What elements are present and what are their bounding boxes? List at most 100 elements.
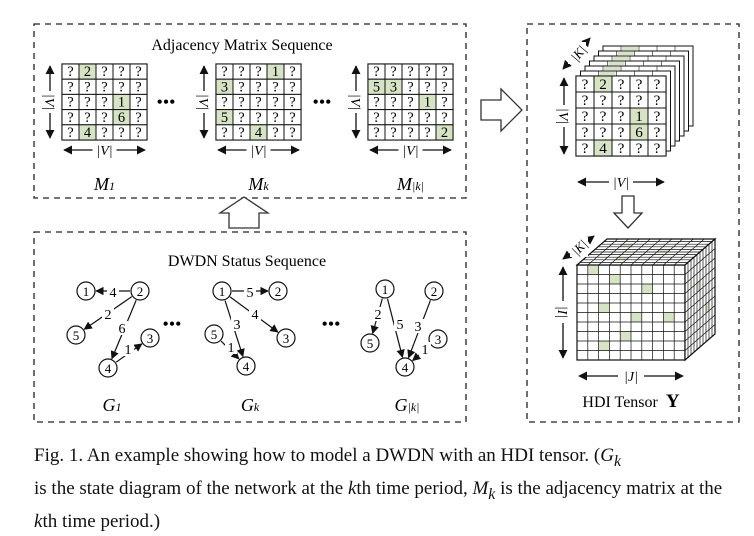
matrix-cell-value: ? xyxy=(118,79,124,95)
stack-front-cell-value: ? xyxy=(654,108,661,125)
stack-front-cell-value: 1 xyxy=(635,108,643,125)
matrix-cell-value: 3 xyxy=(390,79,397,95)
stack-highlight xyxy=(613,57,629,60)
graph-node-label: 4 xyxy=(105,361,112,376)
matrix-cell-value: ? xyxy=(221,125,227,141)
edge-weight-label: 3 xyxy=(234,318,241,333)
matrix-cell-value: ? xyxy=(135,95,141,111)
matrix-cell-value: ? xyxy=(101,95,107,111)
graph-node xyxy=(66,325,86,345)
graph-node xyxy=(395,357,415,377)
edge-weight-label: 2 xyxy=(105,308,112,323)
col-label-bg xyxy=(398,142,423,158)
cube-side-gridline xyxy=(684,305,716,332)
stack-highlight xyxy=(622,47,638,50)
stack-col-label: |V| xyxy=(613,176,629,191)
graph-node xyxy=(375,279,395,299)
edge-weight-label: 2 xyxy=(375,308,382,323)
matrix-cell-value: ? xyxy=(67,110,73,126)
caption-part-5: th time period.) xyxy=(42,510,161,532)
cube-front-highlight xyxy=(631,312,642,322)
cube-j-label-bg xyxy=(618,368,644,384)
matrix-cell-value: ? xyxy=(272,110,278,126)
matrix-cell-value: ? xyxy=(135,110,141,126)
adjacency-title: Adjacency Matrix Sequence xyxy=(151,37,332,54)
stack-front-cell-value: ? xyxy=(618,108,625,125)
graph-node xyxy=(360,333,380,353)
down-hollow-arrow xyxy=(612,195,644,229)
matrix-cell-value: ? xyxy=(373,125,379,141)
matrix-cell-value: ? xyxy=(424,125,430,141)
row-label-bg xyxy=(196,91,212,113)
col-label-bg xyxy=(92,142,117,158)
stack-col-label-bg xyxy=(609,174,633,190)
cube-top-gridline xyxy=(641,238,673,266)
row-size-label: |V| xyxy=(347,94,362,110)
edge-weight-label: 5 xyxy=(247,286,254,301)
matrix-cell-value: 1 xyxy=(424,95,431,111)
graph-node xyxy=(76,281,96,301)
edge-weight-label: 3 xyxy=(415,320,422,335)
row-size-label: |V| xyxy=(195,94,210,110)
matrix-cell-value: ? xyxy=(441,110,447,126)
graph-label: G1 xyxy=(103,395,122,415)
matrix-label-main: M xyxy=(247,174,264,194)
edge-weight-label: 6 xyxy=(119,322,126,337)
matrix-label-sub: k xyxy=(263,179,269,193)
matrix-cell-value: ? xyxy=(441,95,447,111)
stack-front-cell-value: 4 xyxy=(599,140,607,157)
adjacency-matrix: ???? ?5 3?????? 1?????????? 2|V||V|M|k| xyxy=(347,63,454,194)
col-size-label: |V| xyxy=(250,144,266,159)
matrix-cell xyxy=(435,124,454,141)
stack-highlight xyxy=(599,72,616,75)
matrix-cell-value: 1 xyxy=(272,64,279,80)
matrix-ellipsis: ••• xyxy=(157,92,176,112)
tensor-panel xyxy=(526,23,740,423)
graph-node-label: 2 xyxy=(431,284,438,299)
matrix-cell-value: 3 xyxy=(221,79,228,95)
edge-weight-label: 1 xyxy=(228,341,235,356)
edge-weight-label: 4 xyxy=(110,286,117,301)
matrix-cell-value: ? xyxy=(135,125,141,141)
matrix-cell-value: ? xyxy=(67,125,73,141)
graph-node-label: 5 xyxy=(73,328,80,343)
matrix-label-sub: 1 xyxy=(109,179,115,193)
edge-weight-bg xyxy=(225,340,237,354)
cube-side-highlight xyxy=(697,280,700,293)
stack-front-cell-value: ? xyxy=(582,124,589,141)
tensor-slice-stack: ? 2??????????? 1???? 6?? 4?? ?|V||V||K| xyxy=(555,37,694,191)
cube-side-highlight xyxy=(706,301,709,314)
edge-weight-bg xyxy=(122,342,134,356)
matrix-cell-value: ? xyxy=(255,110,261,126)
matrix-label-sub: |k| xyxy=(412,179,424,193)
matrix-cell-value: ? xyxy=(101,110,107,126)
matrix-cell-value: 4 xyxy=(84,125,91,141)
matrix-cell-value: ? xyxy=(84,95,90,111)
matrix-cell-value: ? xyxy=(373,95,379,111)
caption-part-4: is the adjacency matrix at the xyxy=(495,477,723,499)
col-label-bg xyxy=(246,142,271,158)
caption-k2: k xyxy=(347,477,357,499)
matrix-cell-value: ? xyxy=(424,79,430,95)
caption-g: G xyxy=(600,445,614,466)
edge-weight-label: 4 xyxy=(252,308,259,323)
matrix-cell-value: ? xyxy=(238,125,244,141)
matrix-cell-value: 1 xyxy=(118,95,125,111)
graph-node-label: 1 xyxy=(219,284,226,299)
caption-k3: k xyxy=(488,485,496,503)
matrix-cell-value: ? xyxy=(118,125,124,141)
stack-front-cell-value: ? xyxy=(600,92,607,109)
matrix-cell-value: ? xyxy=(441,79,447,95)
matrix-cell-value: 4 xyxy=(255,125,262,141)
matrix-cell-value: ? xyxy=(135,64,141,80)
graph-ellipsis: ••• xyxy=(322,314,341,334)
caption-k4: k xyxy=(34,510,43,532)
hdi-title: HDI Tensor xyxy=(582,394,658,411)
matrix-ellipsis: ••• xyxy=(313,92,332,112)
hdi-title-group: HDI Tensor Y xyxy=(582,391,679,412)
graph-node-label: 1 xyxy=(382,282,389,297)
